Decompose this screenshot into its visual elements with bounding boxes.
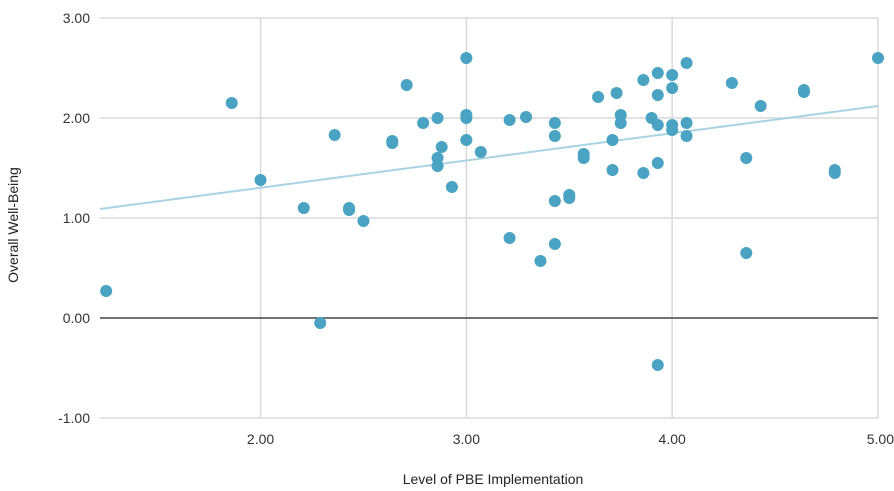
data-point [577, 152, 590, 164]
data-point [637, 74, 650, 86]
x-tick-label: 4.00 [659, 431, 686, 447]
data-point [548, 117, 561, 129]
y-tick-label: 2.00 [63, 110, 90, 126]
data-point [606, 164, 619, 176]
data-point [637, 167, 650, 179]
data-point [343, 204, 356, 216]
y-tick-label: 1.00 [63, 210, 90, 226]
data-point [740, 247, 753, 259]
data-point [474, 146, 487, 158]
data-point [606, 134, 619, 146]
grid [100, 17, 879, 419]
data-point [797, 86, 810, 98]
trendline [99, 105, 879, 210]
y-tick-label: 3.00 [63, 10, 90, 26]
data-point [680, 130, 693, 142]
data-point [400, 79, 413, 91]
data-point [386, 135, 399, 147]
data-point [740, 152, 753, 164]
data-point [828, 167, 841, 179]
x-tick-label: 3.00 [453, 431, 480, 447]
data-point [872, 52, 884, 64]
data-point [225, 97, 238, 109]
data-point [563, 192, 576, 204]
y-axis-ticks: 3.00 2.00 1.00 0.00 -1.00 [58, 10, 90, 426]
data-point [314, 317, 327, 329]
x-tick-label: 2.00 [247, 431, 274, 447]
data-point [651, 119, 664, 131]
y-tick-label: -1.00 [58, 410, 90, 426]
x-tick-label: 5.00 [867, 431, 894, 447]
data-point [548, 130, 561, 142]
trendline-path [99, 105, 879, 210]
data-point [503, 232, 516, 244]
data-point [725, 77, 738, 89]
x-axis-label: Level of PBE Implementation [403, 471, 584, 487]
data-point [651, 157, 664, 169]
data-point [328, 129, 341, 141]
y-axis-label: Overall Well-Being [5, 167, 21, 283]
data-point [297, 202, 310, 214]
data-point [503, 114, 516, 126]
data-points [100, 52, 884, 371]
data-point [100, 285, 113, 297]
data-point [680, 117, 693, 129]
data-point [357, 215, 370, 227]
data-point [548, 195, 561, 207]
data-point [254, 174, 267, 186]
data-point [666, 82, 679, 94]
data-point [460, 134, 473, 146]
data-point [651, 89, 664, 101]
data-point [460, 112, 473, 124]
data-point [666, 124, 679, 136]
data-point [754, 100, 767, 112]
data-point [548, 238, 561, 250]
data-point [651, 67, 664, 79]
data-point [610, 87, 623, 99]
data-point [666, 69, 679, 81]
data-point [592, 91, 605, 103]
data-point [651, 359, 664, 371]
data-point [417, 117, 430, 129]
data-point [460, 52, 473, 64]
data-point [680, 57, 693, 69]
data-point [614, 117, 627, 129]
data-point [431, 160, 444, 172]
data-point [435, 141, 448, 153]
data-point [534, 255, 547, 267]
y-tick-label: 0.00 [63, 310, 90, 326]
data-point [431, 112, 444, 124]
data-point [520, 111, 533, 123]
data-point [445, 181, 458, 193]
x-axis-ticks: 2.00 3.00 4.00 5.00 [247, 431, 894, 447]
